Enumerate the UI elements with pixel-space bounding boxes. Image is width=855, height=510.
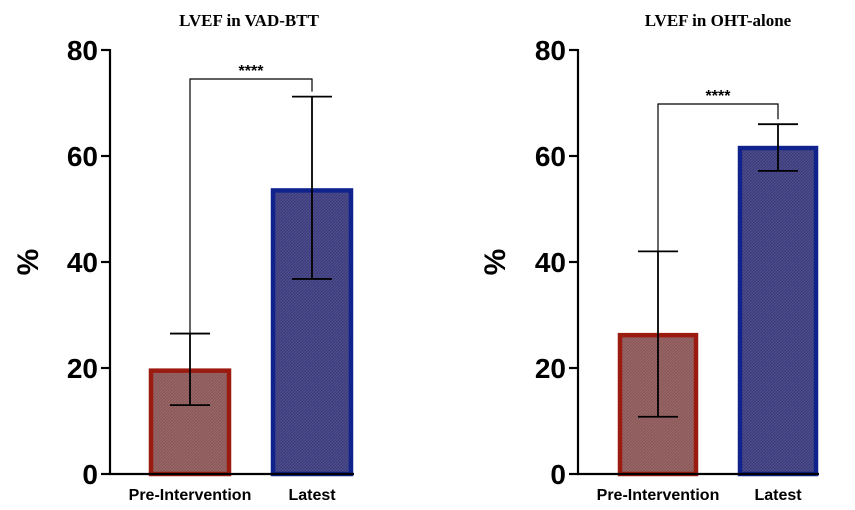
plot-area: ****: [108, 49, 354, 477]
y-tick-label: 20: [535, 353, 566, 384]
x-tick-label: Latest: [288, 487, 336, 504]
chart-vad-btt: LVEF in VAD-BTT % 0 20 40 60 80 **** Pre-Int…: [12, 11, 354, 504]
x-ticks: Pre-Intervention Latest: [129, 487, 337, 504]
plot-area: ****: [576, 49, 819, 477]
x-tick-label: Pre-Intervention: [129, 487, 252, 504]
chart-title: LVEF in VAD-BTT: [179, 11, 319, 30]
y-tick-label: 60: [67, 141, 98, 172]
significance-bracket: [657, 103, 779, 252]
y-ticks: 0 20 40 60 80: [67, 35, 110, 490]
significance-label: ****: [706, 88, 732, 105]
y-tick-label: 0: [550, 459, 566, 490]
chart-oht-alone: LVEF in OHT-alone % 0 20 40 60 80 **** Pre-I…: [479, 11, 819, 504]
y-tick-label: 40: [535, 247, 566, 278]
x-ticks: Pre-Intervention Latest: [597, 487, 803, 504]
chart-title: LVEF in OHT-alone: [645, 11, 792, 30]
y-axis-label: %: [479, 249, 512, 276]
significance-bracket: [189, 78, 313, 334]
y-tick-label: 80: [67, 35, 98, 66]
y-ticks: 0 20 40 60 80: [535, 35, 578, 490]
bar-1: [737, 145, 819, 477]
y-axis-label: %: [12, 249, 45, 276]
significance-label: ****: [239, 63, 265, 80]
x-tick-label: Latest: [754, 487, 802, 504]
y-tick-label: 80: [535, 35, 566, 66]
y-tick-label: 60: [535, 141, 566, 172]
y-tick-label: 0: [82, 459, 98, 490]
x-tick-label: Pre-Intervention: [597, 487, 720, 504]
y-tick-label: 40: [67, 247, 98, 278]
y-tick-label: 20: [67, 353, 98, 384]
